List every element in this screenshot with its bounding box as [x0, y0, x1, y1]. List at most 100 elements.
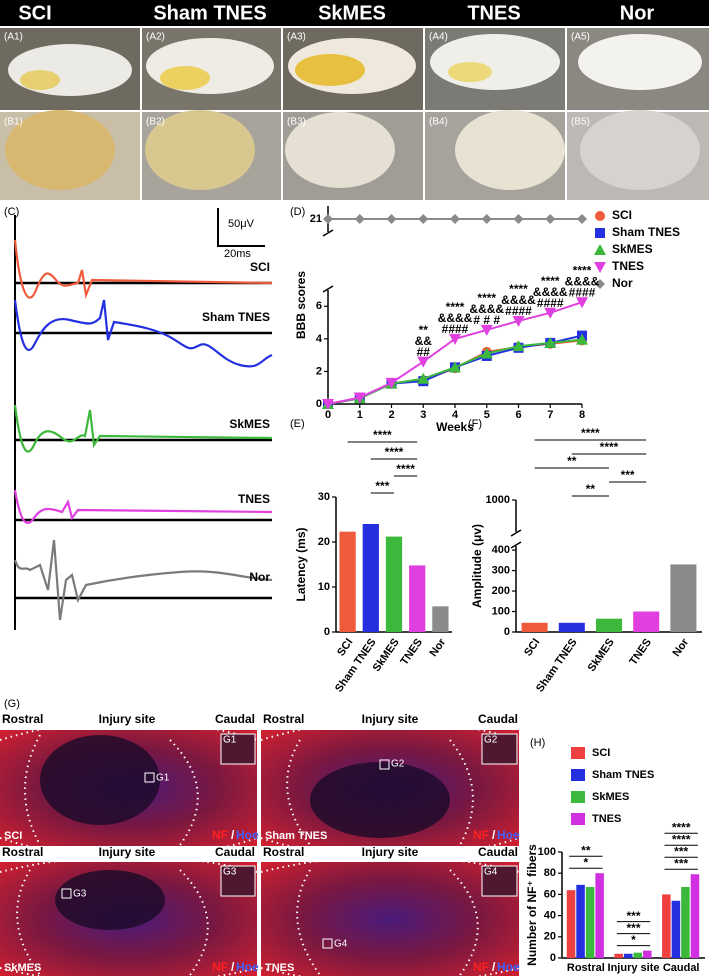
- trace-label: Nor: [249, 570, 270, 584]
- inset-label: G4: [484, 867, 498, 878]
- x-tick-label: TNES: [627, 637, 654, 668]
- x-tick-label: 5: [484, 409, 490, 421]
- panel-label: (F): [468, 418, 482, 430]
- inset-label: G3: [73, 889, 87, 900]
- significance: ***: [626, 909, 640, 923]
- stain-legend: NF / Hoe NF / Hoe NF / Hoe NF / Hoe: [212, 828, 520, 974]
- legend-label: TNES: [592, 813, 621, 825]
- bar: [432, 606, 449, 632]
- marker: [512, 340, 525, 352]
- marker: [450, 214, 460, 224]
- axis-break: [510, 529, 522, 537]
- marker: [577, 214, 587, 224]
- region-label: Rostral: [2, 845, 43, 859]
- photo-label: (B2): [146, 117, 165, 128]
- marker: [595, 228, 605, 238]
- x-tick-label: TNES: [398, 637, 425, 668]
- emg-traces: [13, 239, 273, 621]
- significance: &&: [415, 334, 433, 348]
- marker: [418, 214, 429, 224]
- x-tick-label: Nor: [671, 636, 692, 659]
- y-tick-label: 0: [550, 952, 556, 964]
- significance: ****: [373, 428, 392, 442]
- x-tick-label: 7: [547, 409, 553, 421]
- marker: [545, 214, 556, 224]
- header-bar: [0, 0, 709, 26]
- bar: [558, 622, 585, 632]
- region-label: Caudal: [215, 845, 255, 859]
- marker: [386, 214, 397, 224]
- x-tick-label: 2: [388, 409, 394, 421]
- x-tick-label: Injury site: [608, 962, 660, 974]
- y-tick-label: 20: [544, 931, 556, 943]
- inset-label: G1: [223, 735, 237, 746]
- y-tick-label: 30: [318, 491, 330, 503]
- bar: [585, 886, 595, 958]
- significance: # # #: [473, 313, 500, 327]
- marker: [594, 262, 606, 273]
- bar: [681, 886, 690, 958]
- significance: **: [581, 843, 591, 857]
- column-header: Sham TNES: [153, 2, 266, 24]
- y-tick-label: 21: [310, 213, 322, 225]
- legend-swatch: [571, 769, 585, 781]
- stain-hoe: Hoe: [497, 828, 520, 842]
- bar: [362, 524, 379, 632]
- significance: ####: [505, 304, 532, 318]
- trace-label: SkMES: [229, 417, 270, 431]
- stain-nf: NF: [212, 828, 228, 842]
- scale-bar: [217, 208, 265, 247]
- inset-label: G2: [391, 759, 405, 770]
- legend-label: Nor: [612, 276, 633, 290]
- significance: ****: [672, 832, 691, 846]
- photo-label: (A4): [429, 32, 448, 43]
- image-label: Sham TNES: [265, 830, 327, 842]
- bar: [595, 618, 623, 632]
- y-tick-label: 4: [316, 333, 323, 345]
- marker: [354, 214, 365, 224]
- scale-label: 50μV: [228, 218, 255, 230]
- significance: ****: [477, 291, 496, 305]
- x-tick-label: 1: [357, 409, 363, 421]
- axis-break: [510, 541, 522, 549]
- bar: [595, 873, 604, 958]
- panel-label: (D): [290, 206, 305, 218]
- fluorescence-images: [0, 719, 520, 976]
- inset-label: G3: [223, 867, 237, 878]
- significance: **: [586, 482, 596, 496]
- photo-label: (B1): [4, 117, 23, 128]
- inset-label: G2: [484, 735, 498, 746]
- bar: [521, 622, 548, 632]
- significance: &&&&: [533, 285, 568, 299]
- marker: [544, 307, 557, 319]
- x-axis-label: Weeks: [436, 420, 474, 434]
- region-label: Injury site: [99, 712, 156, 726]
- significance: &&&&: [469, 302, 504, 316]
- marker: [595, 279, 605, 289]
- region-label: Caudal: [215, 712, 255, 726]
- significance: &&&&: [438, 311, 473, 325]
- significance: ***: [621, 468, 635, 482]
- legend-swatch: [571, 791, 585, 803]
- stain-hoe: Hoe: [497, 960, 520, 974]
- bar: [566, 890, 576, 958]
- region-label: Rostral: [263, 712, 304, 726]
- marker: [576, 333, 588, 345]
- region-label: Caudal: [478, 712, 518, 726]
- y-tick-label: 60: [544, 888, 556, 900]
- region-label: Caudal: [478, 845, 518, 859]
- column-header: Nor: [620, 2, 655, 24]
- legend-label: SCI: [592, 747, 610, 759]
- photo-label: (B3): [287, 117, 306, 128]
- y-tick-label: 20: [318, 536, 330, 548]
- bar: [671, 900, 681, 958]
- y-tick-label: 300: [492, 564, 510, 576]
- x-tick-label: 0: [325, 409, 331, 421]
- x-tick-label: Caudal: [663, 962, 700, 974]
- significance: ****: [396, 462, 415, 476]
- significance: ****: [385, 445, 404, 459]
- significance: ***: [375, 479, 389, 493]
- region-label: Injury site: [362, 845, 419, 859]
- significance: ****: [509, 282, 528, 296]
